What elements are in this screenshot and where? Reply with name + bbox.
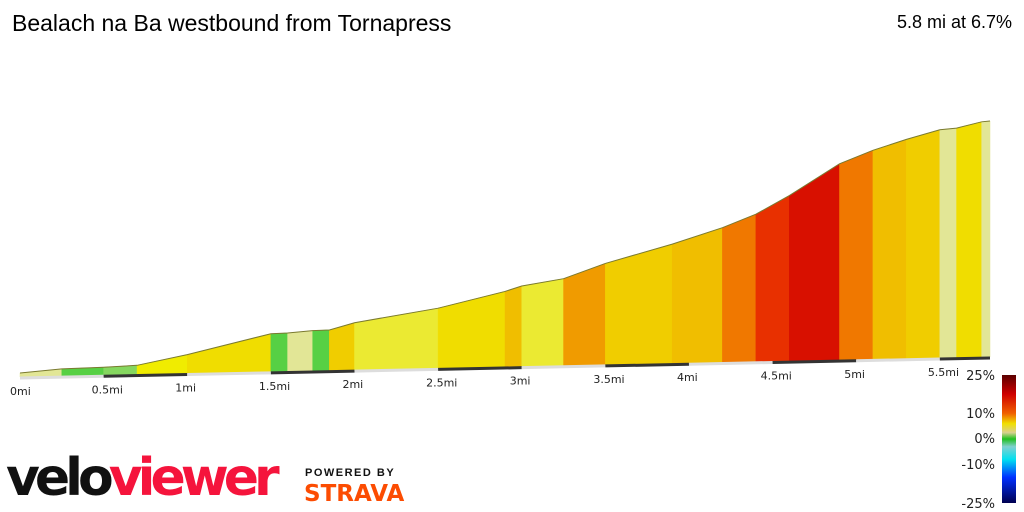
distance-road-band — [270, 369, 355, 375]
grade-segment — [605, 243, 673, 366]
powered-by-label: POWERED BY — [305, 467, 396, 479]
grade-segment — [839, 149, 874, 361]
grade-segment — [755, 195, 790, 363]
grade-segment — [671, 227, 723, 364]
x-tick-label: 5mi — [844, 368, 865, 381]
grade-colorbar — [1002, 375, 1016, 503]
legend-label: 10% — [966, 407, 995, 422]
distance-road-band — [103, 373, 188, 378]
grade-segment — [329, 322, 355, 371]
grade-segment — [186, 333, 272, 374]
grade-segment — [504, 285, 522, 368]
x-tick-label: 1mi — [175, 382, 196, 395]
grade-segment — [270, 332, 288, 373]
x-tick-label: 1.5mi — [259, 380, 290, 393]
distance-road-band — [772, 359, 857, 364]
distance-road-band — [939, 356, 991, 361]
distance-road-band — [521, 364, 606, 370]
x-tick-label: 4mi — [677, 371, 698, 384]
grade-segment — [521, 278, 564, 367]
x-tick-label: 4.5mi — [761, 369, 792, 382]
distance-road-band — [688, 360, 773, 366]
distance-road-band — [605, 362, 689, 368]
x-tick-label: 2.5mi — [426, 376, 457, 389]
grade-segment — [722, 213, 757, 363]
climb-summary: 5.8 mi at 6.7% — [896, 12, 1012, 32]
legend-label: -25% — [961, 497, 995, 512]
legend-label: 0% — [974, 432, 995, 447]
x-tick-label: 3mi — [510, 375, 531, 388]
profile-outline — [19, 120, 991, 374]
x-tick-label: 0.5mi — [92, 383, 123, 396]
grade-segment — [939, 127, 957, 359]
chart-title: Bealach na Ba westbound from Tornapress — [12, 10, 452, 36]
strava-logo: STRAVA — [304, 481, 405, 507]
distance-road-band — [354, 367, 439, 373]
legend-label: -10% — [961, 458, 995, 473]
distance-road-band — [438, 366, 522, 371]
grade-segment — [312, 329, 330, 372]
legend-label: 25% — [966, 369, 995, 384]
grade-segment — [136, 354, 188, 375]
grade-segment — [789, 163, 840, 362]
distance-road-band — [187, 371, 271, 377]
grade-segment — [287, 330, 313, 372]
grade-segment — [906, 129, 941, 359]
grade-segment — [981, 120, 991, 358]
distance-road-band — [856, 357, 940, 363]
grade-segment — [563, 263, 606, 367]
x-tick-label: 5.5mi — [928, 366, 959, 379]
grade-segment — [354, 307, 439, 371]
x-tick-label: 0mi — [10, 385, 31, 398]
distance-road-band — [19, 374, 104, 380]
grade-segment — [872, 139, 907, 360]
x-tick-label: 3.5mi — [593, 373, 624, 386]
veloviewer-logo: veloviewer — [6, 448, 280, 508]
grade-segment — [956, 121, 982, 358]
x-tick-label: 2mi — [342, 378, 363, 391]
grade-segment — [437, 291, 506, 369]
